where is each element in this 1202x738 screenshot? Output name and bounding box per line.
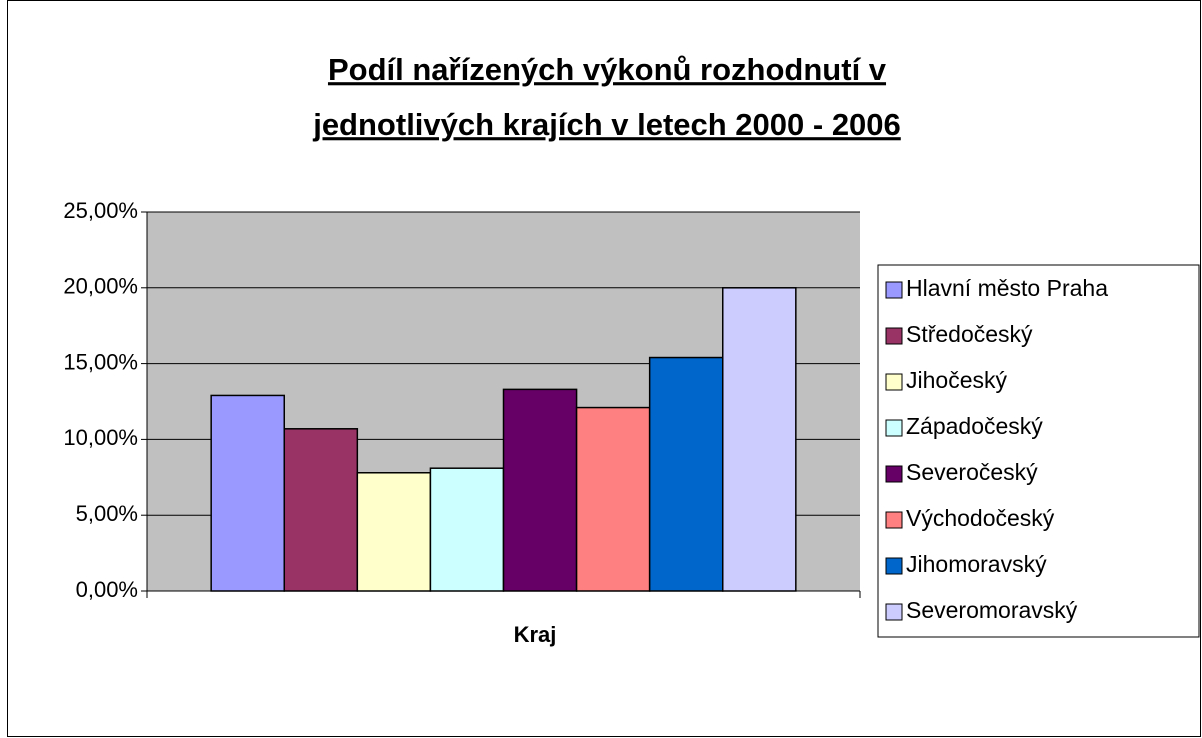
legend-label: Jihočeský	[906, 367, 1007, 393]
legend-swatch	[885, 511, 903, 529]
legend-swatch	[885, 465, 903, 483]
legend-swatch	[885, 603, 903, 621]
legend-label: Středočeský	[906, 321, 1033, 347]
legend-swatch	[885, 327, 903, 345]
legend-label: Jihomoravský	[906, 551, 1047, 577]
legend-box	[877, 264, 1200, 638]
chart-title: Podíl nařízených výkonů rozhodnutí v	[328, 52, 887, 87]
y-tick-label: 10,00%	[63, 425, 138, 450]
y-tick-label: 25,00%	[63, 198, 138, 223]
legend-swatch	[885, 419, 903, 437]
y-tick-label: 5,00%	[76, 501, 138, 526]
bar	[210, 394, 286, 592]
y-tick-label: 15,00%	[63, 349, 138, 374]
chart-title: jednotlivých krajích v letech 2000 - 200…	[312, 107, 901, 142]
legend-swatch	[885, 373, 903, 391]
bar	[648, 356, 724, 592]
bar	[429, 467, 505, 592]
bar	[356, 472, 432, 592]
y-tick-label: 0,00%	[76, 577, 138, 602]
legend-swatch	[885, 281, 903, 299]
legend-label: Západočeský	[906, 413, 1043, 439]
bar	[575, 406, 651, 592]
bar	[502, 388, 578, 592]
legend-label: Severočeský	[906, 459, 1038, 485]
bar	[283, 428, 359, 592]
y-tick-label: 20,00%	[63, 274, 138, 299]
x-axis-label: Kraj	[514, 622, 557, 647]
legend-label: Hlavní město Praha	[906, 275, 1108, 301]
legend-label: Severomoravský	[906, 597, 1078, 623]
legend-swatch	[885, 557, 903, 575]
bar	[721, 287, 797, 592]
legend-label: Východočeský	[906, 505, 1055, 531]
